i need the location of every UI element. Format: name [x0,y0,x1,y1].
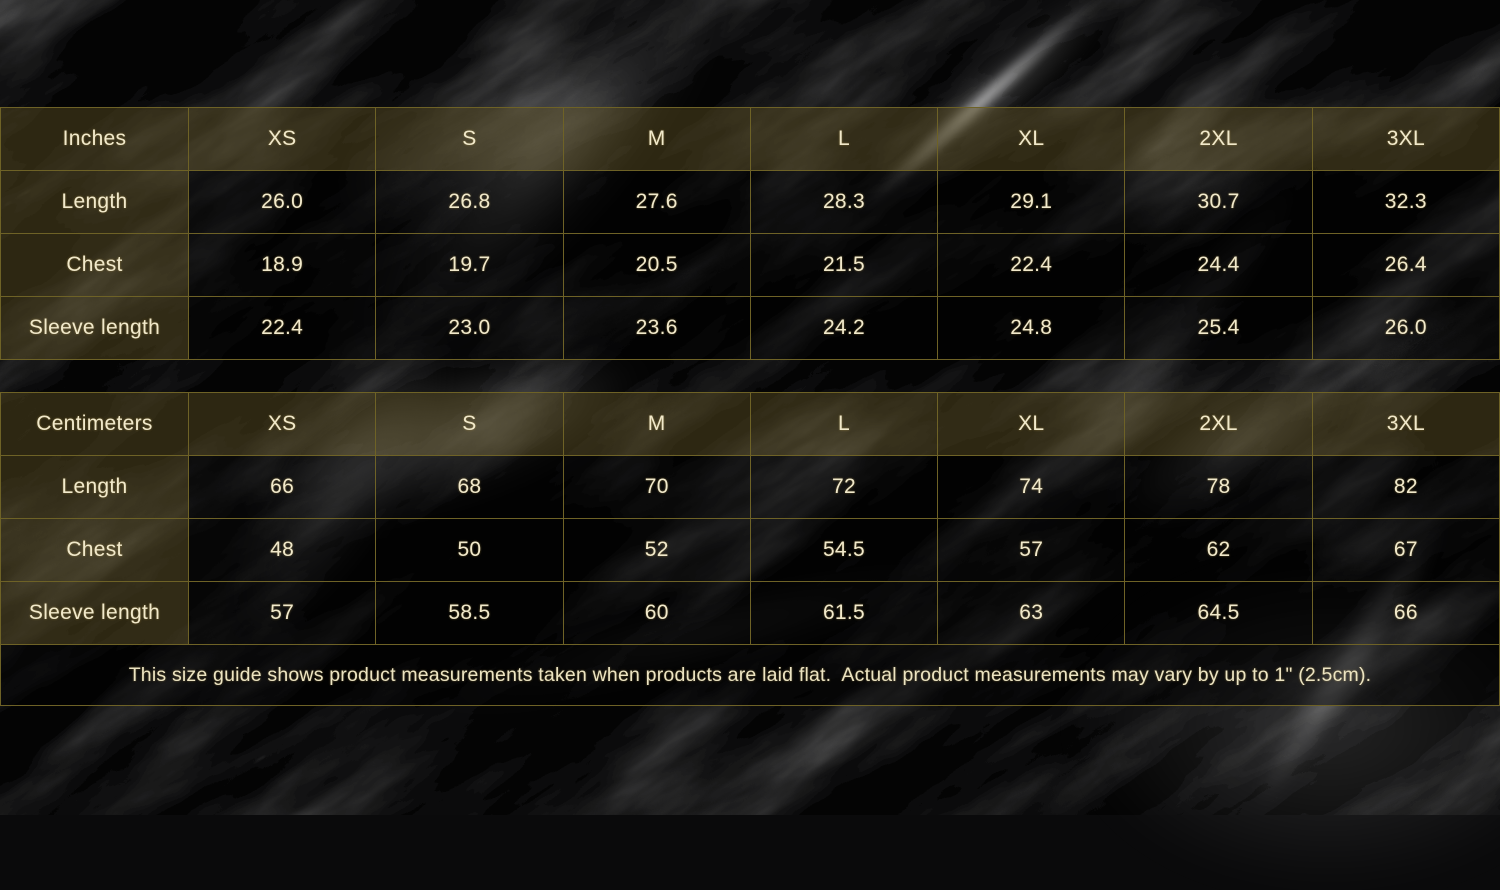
measurement-cell: 66 [1311,581,1500,645]
row-label-cell: Chest [0,233,189,297]
note-text: This size guide shows product measuremen… [128,663,1372,686]
size-header-cell: M [562,107,751,171]
size-table-centimeters: Centimeters XS S M L XL 2XL 3XL Length 66 68 70 72 74… [0,392,1500,645]
measurement-cell: 63 [937,581,1126,645]
row-label-cell: Sleeve length [0,581,189,645]
row-label-cell: Length [0,455,189,519]
size-header-cell: L [749,107,939,171]
measurement-cell: 29.1 [937,170,1126,234]
measurement-cell: 74 [937,455,1126,519]
measurement-cell: 82 [1311,455,1500,519]
table-row: Sleeve length 22.4 23.0 23.6 24.2 24.8 25.4 26.… [0,296,1500,360]
measurement-cell: 18.9 [187,233,377,297]
size-guide: Inches XS S M L XL 2XL 3XL Length 26.0 26.8 27.6 28.… [0,107,1500,706]
row-label-cell: Chest [0,518,189,582]
size-header-cell: 3XL [1311,392,1500,456]
measurement-cell: 58.5 [375,581,564,645]
table-row: Chest 18.9 19.7 20.5 21.5 22.4 24.4 26.4 [0,233,1500,297]
note-bar: This size guide shows product measuremen… [0,644,1500,706]
measurement-cell: 26.8 [375,170,564,234]
measurement-cell: 22.4 [937,233,1126,297]
measurement-cell: 22.4 [187,296,377,360]
size-header-cell: 2XL [1124,107,1313,171]
measurement-cell: 61.5 [749,581,939,645]
measurement-cell: 24.2 [749,296,939,360]
size-header-cell: XS [187,107,377,171]
measurement-cell: 67 [1311,518,1500,582]
measurement-cell: 57 [187,581,377,645]
measurement-cell: 19.7 [375,233,564,297]
measurement-cell: 52 [562,518,751,582]
size-header-cell: 2XL [1124,392,1313,456]
measurement-cell: 64.5 [1124,581,1313,645]
measurement-cell: 50 [375,518,564,582]
measurement-cell: 25.4 [1124,296,1313,360]
measurement-cell: 24.8 [937,296,1126,360]
measurement-cell: 70 [562,455,751,519]
table-row: Length 66 68 70 72 74 78 82 [0,455,1500,519]
measurement-cell: 72 [749,455,939,519]
row-label-cell: Length [0,170,189,234]
table-row: Chest 48 50 52 54.5 57 62 67 [0,518,1500,582]
size-header-cell: S [375,392,564,456]
measurement-cell: 26.0 [1311,296,1500,360]
size-header-cell: S [375,107,564,171]
measurement-cell: 23.6 [562,296,751,360]
measurement-cell: 62 [1124,518,1313,582]
size-header-cell: M [562,392,751,456]
size-header-cell: XS [187,392,377,456]
table-row: Sleeve length 57 58.5 60 61.5 63 64.5 66 [0,581,1500,645]
unit-label-cell: Inches [0,107,189,171]
measurement-cell: 54.5 [749,518,939,582]
size-header-cell: L [749,392,939,456]
measurement-cell: 20.5 [562,233,751,297]
table-row: Inches XS S M L XL 2XL 3XL [0,107,1500,171]
measurement-cell: 68 [375,455,564,519]
measurement-cell: 23.0 [375,296,564,360]
size-header-cell: XL [937,392,1126,456]
measurement-cell: 60 [562,581,751,645]
size-header-cell: XL [937,107,1126,171]
measurement-cell: 66 [187,455,377,519]
unit-label-cell: Centimeters [0,392,189,456]
table-row: Length 26.0 26.8 27.6 28.3 29.1 30.7 32.3 [0,170,1500,234]
measurement-cell: 57 [937,518,1126,582]
measurement-cell: 26.4 [1311,233,1500,297]
size-table-inches: Inches XS S M L XL 2XL 3XL Length 26.0 26.8 27.6 28.… [0,107,1500,360]
measurement-cell: 21.5 [749,233,939,297]
measurement-cell: 28.3 [749,170,939,234]
measurement-cell: 32.3 [1311,170,1500,234]
measurement-cell: 24.4 [1124,233,1313,297]
table-row: Centimeters XS S M L XL 2XL 3XL [0,392,1500,456]
size-header-cell: 3XL [1311,107,1500,171]
row-label-cell: Sleeve length [0,296,189,360]
measurement-cell: 48 [187,518,377,582]
measurement-cell: 30.7 [1124,170,1313,234]
measurement-cell: 26.0 [187,170,377,234]
measurement-cell: 78 [1124,455,1313,519]
measurement-cell: 27.6 [562,170,751,234]
